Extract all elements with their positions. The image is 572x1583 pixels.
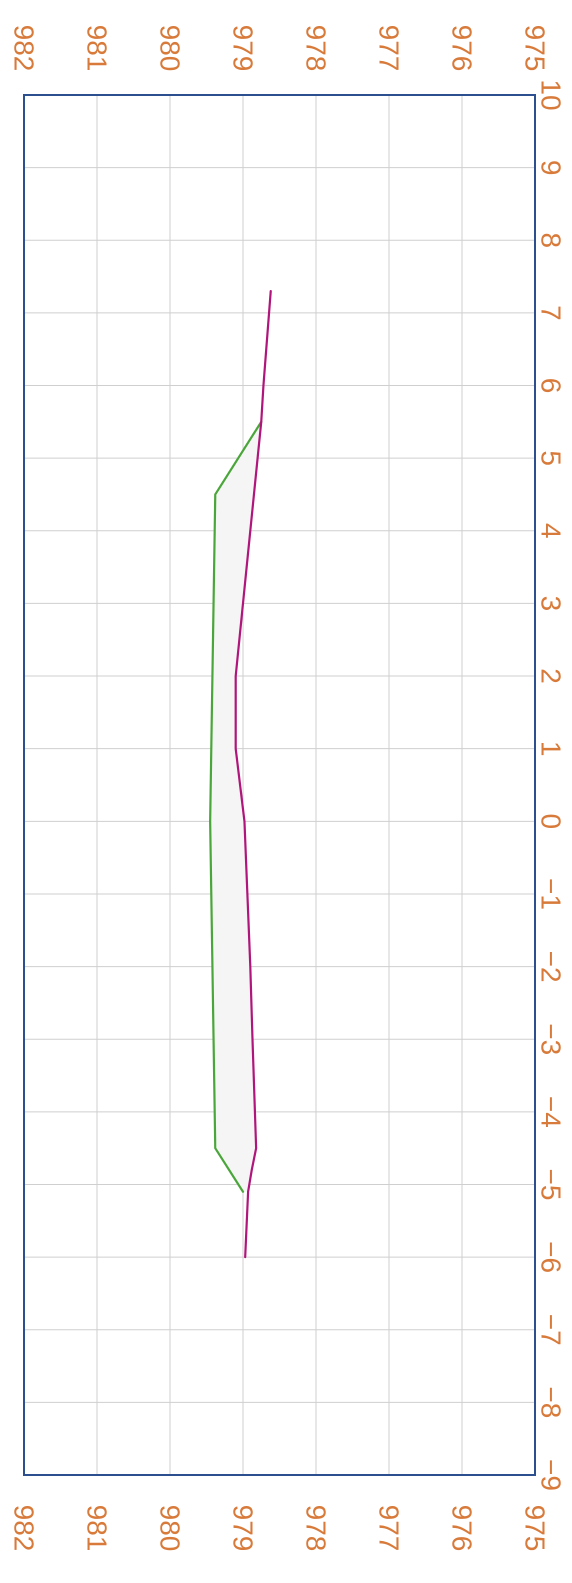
bottom-tick-label: 978 [301,1505,332,1552]
x-tick-label: −7 [536,1314,567,1346]
x-tick-label: −2 [536,951,567,983]
x-tick-label: 8 [536,232,567,248]
bottom-tick-label: 975 [520,1505,551,1552]
top-tick-label: 981 [82,25,113,72]
top-tick-label: 977 [374,25,405,72]
x-tick-label: −4 [536,1096,567,1128]
x-tick-label: 6 [536,378,567,394]
x-tick-label: −1 [536,878,567,910]
bottom-tick-label: 977 [374,1505,405,1552]
x-axis-labels: −9 −8 −7 −6 −5 −4 −3 −2 −1 0 1 2 3 4 5 6 7 8 9 10 [536,79,567,1491]
x-tick-label: −3 [536,1023,567,1055]
between-series-fill [210,421,262,1192]
plot-frame [23,94,536,1476]
x-tick-label: 1 [536,741,567,757]
top-tick-label: 982 [9,25,40,72]
series-layer [209,290,272,1259]
x-tick-label: 0 [536,814,567,830]
bottom-tick-label: 979 [228,1505,259,1552]
x-tick-label: −6 [536,1241,567,1273]
bottom-tick-label: 982 [9,1505,40,1552]
bottom-tick-label: 980 [155,1505,186,1552]
x-tick-label: 5 [536,450,567,466]
top-tick-label: 980 [155,25,186,72]
grid-layer [23,94,536,1476]
x-tick-label: 2 [536,668,567,684]
between-series-fill-layer [210,421,262,1192]
x-tick-label: 4 [536,523,567,539]
x-tick-label: −5 [536,1169,567,1201]
series-line-1 [209,420,263,1193]
series-line-2 [234,290,272,1259]
x-tick-label: 3 [536,596,567,612]
x-tick-label: −9 [536,1459,567,1491]
x-tick-label: 7 [536,305,567,321]
top-tick-label: 979 [228,25,259,72]
bottom-tick-label: 981 [82,1505,113,1552]
top-tick-label: 978 [301,25,332,72]
top-tick-label: 976 [447,25,478,72]
x-tick-label: 10 [536,79,567,110]
top-y-axis-labels: 982 981 980 979 978 977 976 975 [9,25,551,72]
x-tick-label: −8 [536,1386,567,1418]
x-tick-label: 9 [536,160,567,176]
bottom-tick-label: 976 [447,1505,478,1552]
bottom-y-axis-labels: 982 981 980 979 978 977 976 975 [9,1505,551,1552]
top-tick-label: 975 [520,25,551,72]
